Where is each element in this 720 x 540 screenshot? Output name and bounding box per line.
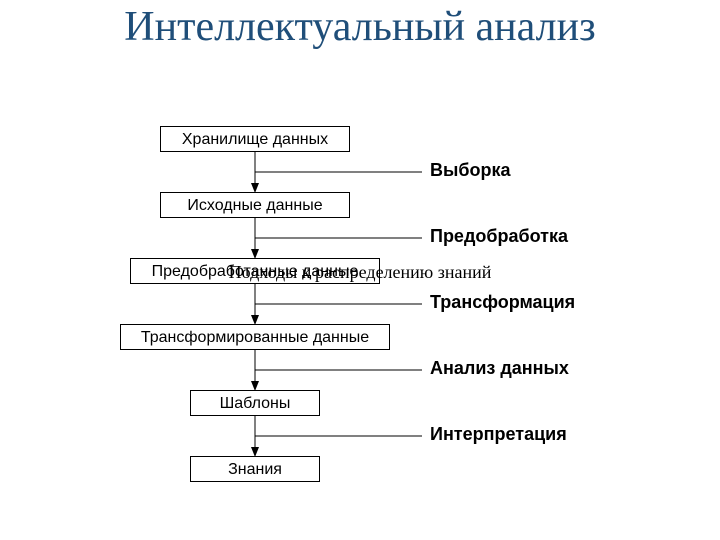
flowchart-node: Исходные данные bbox=[160, 192, 350, 218]
flowchart-edge-label: Трансформация bbox=[430, 292, 575, 313]
flowchart-edge-label-text: Интерпретация bbox=[430, 424, 567, 444]
subtitle-overlay: Подходы к распределению знаний bbox=[0, 262, 720, 283]
flowchart-connectors bbox=[100, 120, 620, 520]
slide: Интеллектуальный анализ Подходы к распре… bbox=[0, 0, 720, 540]
flowchart-edge-label-text: Предобработка bbox=[430, 226, 568, 246]
flowchart-node-label: Знания bbox=[228, 461, 282, 478]
flowchart-edge-label: Выборка bbox=[430, 160, 511, 181]
flowchart-node-label: Исходные данные bbox=[187, 197, 322, 214]
flowchart-edge-label: Анализ данных bbox=[430, 358, 569, 379]
flowchart-node: Хранилище данных bbox=[160, 126, 350, 152]
flowchart-edge-label-text: Трансформация bbox=[430, 292, 575, 312]
flowchart-edge-label-text: Выборка bbox=[430, 160, 511, 180]
flowchart-node: Знания bbox=[190, 456, 320, 482]
flowchart-diagram: Хранилище данных Исходные данные Предобраб… bbox=[100, 120, 620, 520]
flowchart-edge-label: Предобработка bbox=[430, 226, 568, 247]
flowchart-node: Трансформированные данные bbox=[120, 324, 390, 350]
flowchart-node: Шаблоны bbox=[190, 390, 320, 416]
flowchart-node-label: Трансформированные данные bbox=[141, 329, 369, 346]
flowchart-node-label: Шаблоны bbox=[220, 395, 291, 412]
flowchart-node-label: Хранилище данных bbox=[182, 131, 328, 148]
flowchart-edge-label: Интерпретация bbox=[430, 424, 567, 445]
page-title: Интеллектуальный анализ bbox=[0, 4, 720, 50]
flowchart-edge-label-text: Анализ данных bbox=[430, 358, 569, 378]
